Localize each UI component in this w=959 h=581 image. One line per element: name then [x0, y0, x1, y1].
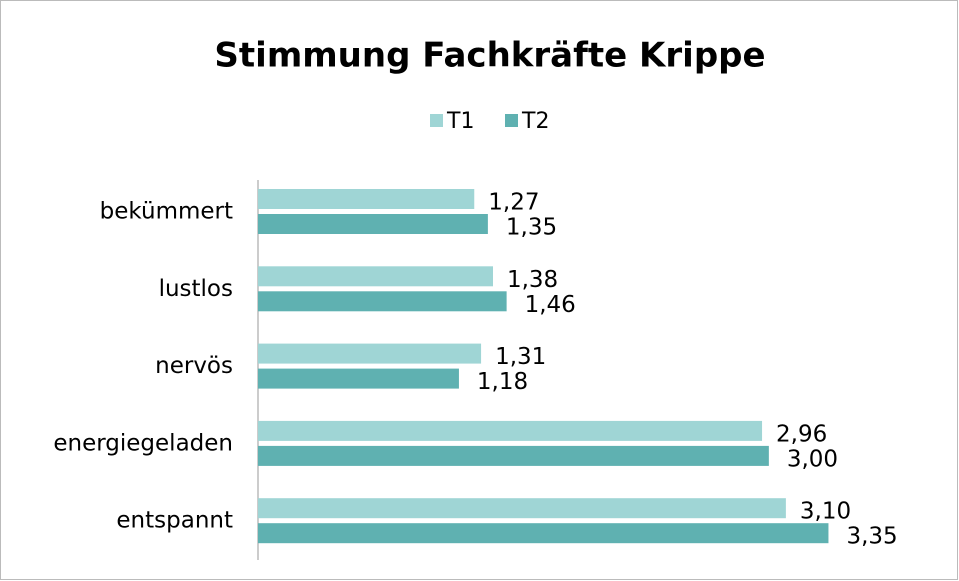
data-label: 1,18 — [477, 369, 528, 395]
data-label: 1,35 — [506, 215, 557, 241]
bar — [258, 343, 482, 364]
bar — [258, 445, 769, 466]
legend-swatch — [430, 114, 443, 127]
legend-label: T1 — [446, 109, 474, 134]
bar — [258, 523, 829, 544]
category-label: energiegeladen — [53, 430, 233, 456]
data-label: 1,38 — [507, 267, 558, 293]
data-label: 2,96 — [776, 421, 827, 447]
bar — [258, 498, 786, 519]
data-label: 3,35 — [846, 524, 897, 550]
category-label: bekümmert — [100, 199, 233, 225]
data-label: 1,46 — [525, 292, 576, 318]
bar — [258, 291, 507, 312]
legend-swatch — [505, 114, 518, 127]
bar — [258, 189, 475, 209]
data-label: 1,31 — [495, 344, 546, 370]
legend-label: T2 — [521, 109, 549, 134]
data-label: 3,00 — [787, 446, 838, 472]
data-label: 1,27 — [488, 190, 539, 216]
bar — [258, 368, 459, 389]
category-label: nervös — [155, 353, 233, 379]
bar — [258, 214, 488, 234]
chart-title: Stimmung Fachkräfte Krippe — [214, 36, 765, 76]
category-label: entspannt — [116, 508, 233, 534]
category-label: lustlos — [159, 276, 233, 302]
bar — [258, 266, 493, 287]
bar — [258, 420, 763, 441]
data-label: 3,10 — [800, 499, 851, 525]
